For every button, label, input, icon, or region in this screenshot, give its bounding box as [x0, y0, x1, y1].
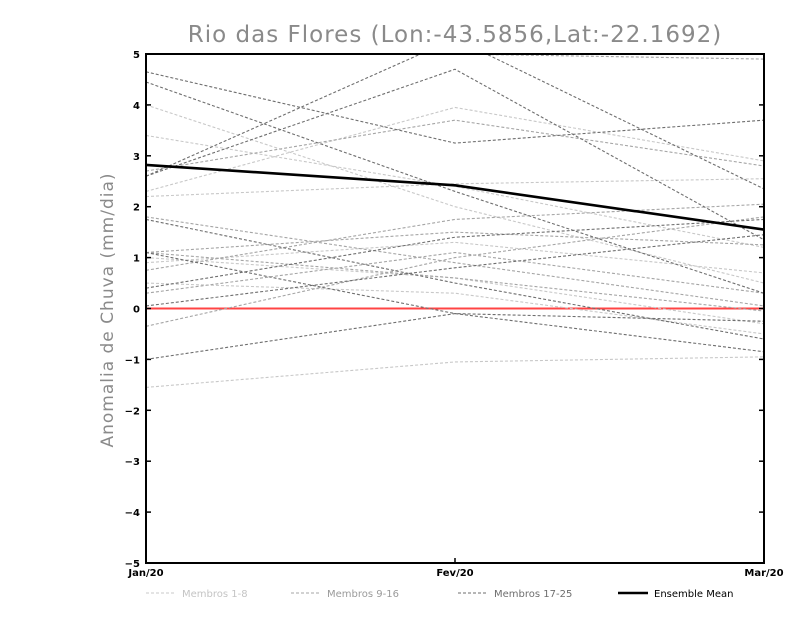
- y-tick-label: −4: [125, 508, 140, 519]
- member-line-g1-6: [146, 282, 764, 335]
- member-line-g2-8: [146, 251, 764, 312]
- legend-label: Membros 1-8: [182, 589, 248, 600]
- x-tick-label: Jan/20: [127, 568, 163, 579]
- series-layer: [146, 54, 764, 388]
- member-line-g3-3: [146, 68, 764, 241]
- member-line-g3-9: [146, 54, 764, 190]
- y-tick-label: 1: [133, 254, 140, 265]
- y-tick-label: −3: [125, 457, 140, 468]
- member-line-g1-3: [146, 106, 764, 192]
- y-tick-label: 4: [133, 101, 140, 112]
- member-line-g3-1: [146, 71, 764, 144]
- y-tick-label: −1: [125, 355, 140, 366]
- y-tick-label: 5: [133, 50, 140, 61]
- ensemble-mean-line: [146, 163, 764, 231]
- member-line-g2-5: [146, 203, 764, 271]
- member-line-g2-6: [146, 216, 764, 327]
- legend-label: Ensemble Mean: [654, 589, 733, 600]
- y-tick-label: −2: [125, 406, 140, 417]
- legend-item: Ensemble Mean: [618, 589, 733, 600]
- member-line-g2-4: [146, 216, 764, 307]
- legend-item: Membros 17-25: [458, 589, 572, 600]
- member-line-g3-8: [146, 251, 764, 353]
- x-tick-label: Fev/20: [436, 568, 473, 579]
- y-tick-label: −5: [125, 559, 140, 570]
- member-line-g2-3: [146, 231, 764, 254]
- plot-area: [146, 54, 764, 388]
- legend-item: Membros 9-16: [291, 589, 399, 600]
- member-line-g1-5: [146, 257, 764, 325]
- member-line-g3-4: [146, 218, 764, 340]
- y-tick-label: 2: [133, 203, 140, 214]
- member-line-g3-2: [146, 81, 764, 294]
- y-tick-label: 0: [133, 305, 140, 316]
- legend-label: Membros 9-16: [327, 589, 399, 600]
- member-line-g1-7: [146, 241, 764, 274]
- member-line-g1-4: [146, 178, 764, 198]
- y-axis-label: Anomalia de Chuva (mm/dia): [98, 172, 118, 447]
- member-line-g3-7: [146, 313, 764, 360]
- legend-label: Membros 17-25: [494, 589, 572, 600]
- legend: Membros 1-8 Membros 9-16 Membros 17-25 Ense…: [146, 589, 733, 600]
- member-line-g3-6: [146, 234, 764, 307]
- member-line-g2-7: [146, 251, 764, 294]
- legend-item: Membros 1-8: [146, 589, 248, 600]
- y-tick-label: 3: [133, 152, 140, 163]
- member-line-g1-8: [146, 356, 764, 388]
- member-line-g2-1: [438, 54, 764, 60]
- member-line-g1-1: [146, 104, 764, 284]
- x-tick-label: Mar/20: [744, 568, 783, 579]
- member-line-g2-2: [146, 119, 764, 172]
- chart-title: Rio das Flores (Lon:-43.5856,Lat:-22.169…: [188, 22, 722, 48]
